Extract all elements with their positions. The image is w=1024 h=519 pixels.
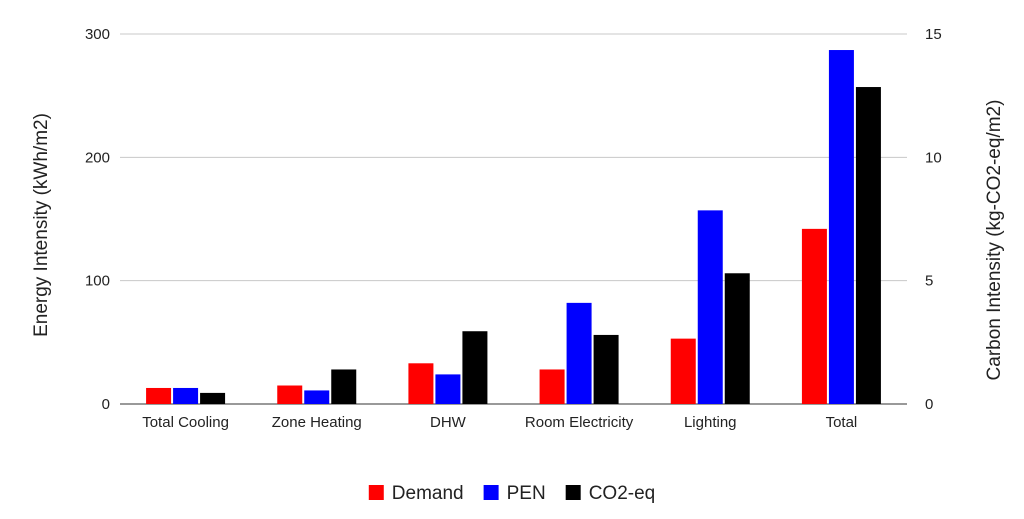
y-tick-left: 300 <box>85 26 110 43</box>
y-tick-left: 100 <box>85 273 110 290</box>
bars <box>146 50 881 405</box>
bar-demand <box>408 363 434 404</box>
bar-co2-eq <box>724 273 750 404</box>
y-tick-left: 200 <box>85 149 110 166</box>
legend-swatch <box>565 485 581 500</box>
bar-demand <box>670 338 696 404</box>
bar-demand <box>539 369 565 404</box>
x-tick-label: Total <box>826 414 858 431</box>
legend-item: Demand <box>368 483 464 504</box>
bar-co2-eq <box>200 392 226 404</box>
bar-pen <box>435 374 461 404</box>
bar-co2-eq <box>462 331 488 404</box>
y-axis-right-title: Carbon Intensity (kg-CO2-eq/m2) <box>984 100 1005 381</box>
bar-pen <box>566 302 592 404</box>
bar-co2-eq <box>331 369 357 404</box>
y-tick-right: 15 <box>925 26 942 43</box>
x-axis: Total Cooling Zone Heating DHW Room Electri… <box>142 414 857 431</box>
gridlines <box>120 33 907 405</box>
bar-demand <box>277 385 303 404</box>
y-axis-left-title: Energy Intensity (kWh/m2) <box>31 113 52 337</box>
x-tick-label: Total Cooling <box>142 414 229 431</box>
legend-item: PEN <box>483 483 546 504</box>
bar-pen <box>173 387 199 404</box>
legend-label: Demand <box>392 483 464 504</box>
y-tick-left: 0 <box>102 396 110 413</box>
legend-label: CO2-eq <box>589 483 656 504</box>
legend-swatch <box>368 485 384 500</box>
x-tick-label: DHW <box>430 414 467 431</box>
bar-pen <box>304 390 330 404</box>
x-tick-label: Room Electricity <box>525 414 634 431</box>
legend-label: PEN <box>507 483 546 504</box>
y-tick-right: 0 <box>925 396 933 413</box>
bar-demand <box>146 387 172 404</box>
y-tick-right: 10 <box>925 149 942 166</box>
x-tick-label: Lighting <box>684 414 737 431</box>
bar-co2-eq <box>855 87 881 405</box>
bar-demand <box>801 228 827 404</box>
legend: Demand PEN CO2-eq <box>368 483 656 504</box>
bar-pen <box>697 210 723 404</box>
y-axis-right-ticks: 0 5 10 15 <box>925 26 942 413</box>
bar-co2-eq <box>593 334 619 404</box>
bar-pen <box>828 50 854 405</box>
y-axis-left-ticks: 0 100 200 300 <box>85 26 110 413</box>
legend-swatch <box>483 485 499 500</box>
y-tick-right: 5 <box>925 273 933 290</box>
x-tick-label: Zone Heating <box>272 414 362 431</box>
legend-item: CO2-eq <box>565 483 656 504</box>
